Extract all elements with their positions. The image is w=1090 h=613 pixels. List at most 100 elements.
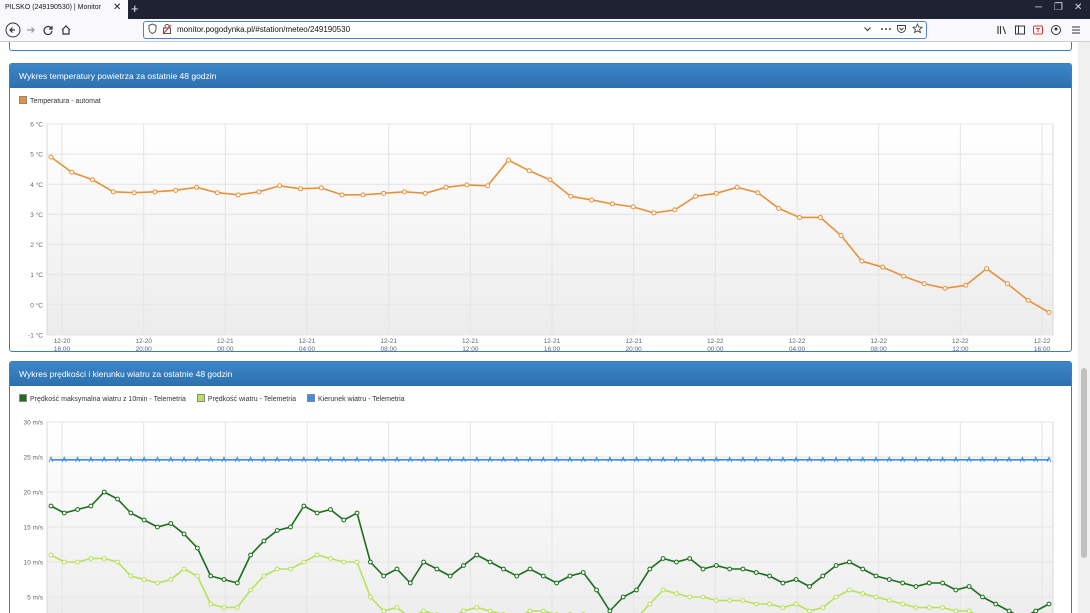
data-point	[443, 184, 449, 190]
data-point	[141, 577, 147, 582]
direction-arrow	[527, 456, 533, 463]
data-point	[567, 573, 573, 579]
direction-arrow	[500, 456, 506, 463]
panel-title: Wykres prędkości i kierunku wiatru za os…	[10, 362, 1071, 386]
direction-arrow	[740, 456, 746, 463]
library-icon[interactable]	[996, 22, 1008, 42]
page-content: Wykres temperatury powietrza za ostatnie…	[0, 42, 1078, 613]
data-point	[753, 570, 759, 575]
url-bar[interactable]: monitor.pogodynka.pl/#station/meteo/2491…	[143, 21, 927, 39]
data-point	[288, 524, 293, 530]
data-point	[926, 580, 932, 586]
temperature-chart: -1 °C0 °C1 °C2 °C3 °C4 °C5 °C6 °C12-2016…	[28, 121, 1054, 351]
new-tab-icon[interactable]: +	[131, 1, 139, 16]
data-point	[609, 201, 615, 207]
data-point	[208, 573, 214, 579]
direction-arrow	[487, 456, 493, 463]
direction-arrow	[634, 456, 639, 463]
data-point	[487, 559, 493, 565]
data-point	[298, 186, 303, 192]
data-point	[61, 559, 67, 565]
x-tick-label: 12-20	[54, 338, 71, 345]
data-point	[248, 552, 254, 558]
data-point	[1033, 608, 1039, 613]
scrollbar-thumb[interactable]	[1081, 368, 1087, 558]
legend-item[interactable]: Prędkość maksymalna wiatru z 10min - Tel…	[19, 394, 186, 403]
shield-icon[interactable]	[148, 23, 157, 37]
data-point	[1006, 608, 1012, 613]
legend-item[interactable]: Kierunek wiatru - Telemetria	[306, 394, 405, 403]
bookmark-star-icon[interactable]	[911, 22, 924, 37]
data-point	[505, 157, 511, 163]
direction-arrow	[807, 456, 812, 463]
scrollbar[interactable]	[1078, 42, 1090, 613]
direction-arrow	[128, 456, 134, 463]
legend-item[interactable]: Temperatura - automat	[19, 96, 101, 105]
data-point	[128, 573, 134, 579]
extension-icon[interactable]	[1032, 22, 1044, 42]
insecure-lock-icon[interactable]	[162, 23, 172, 37]
series-line	[50, 491, 1050, 613]
tab-active[interactable]: PILSKO (249190530) | Monitor ✕	[0, 0, 128, 19]
direction-arrow	[580, 456, 586, 463]
data-point	[401, 189, 407, 195]
legend-item[interactable]: Prędkość wiatru - Telemetria	[196, 394, 296, 403]
data-point	[221, 605, 227, 610]
back-icon[interactable]	[5, 22, 21, 42]
maximize-icon[interactable]: ❐	[1054, 2, 1063, 13]
data-point	[674, 559, 679, 565]
data-point	[713, 563, 719, 568]
data-point	[194, 184, 200, 190]
chevron-down-icon[interactable]	[863, 23, 872, 37]
direction-arrow	[980, 456, 985, 463]
data-point	[208, 601, 214, 607]
close-window-icon[interactable]: ✕	[1074, 2, 1083, 13]
direction-arrow	[115, 456, 120, 463]
data-point	[277, 183, 283, 189]
direction-arrow	[687, 456, 693, 463]
data-point	[301, 503, 307, 509]
direction-arrow	[767, 456, 773, 463]
sidebar-icon[interactable]	[1014, 22, 1026, 42]
direction-arrow	[900, 456, 906, 463]
data-point	[394, 566, 400, 572]
page-actions-icon[interactable]	[880, 23, 892, 37]
data-point	[860, 591, 866, 596]
x-tick-label: 12-21	[217, 338, 234, 345]
data-point	[288, 566, 293, 572]
x-tick-label: 16:00	[54, 346, 71, 351]
data-point	[422, 190, 428, 196]
y-tick-label: 5 °C	[30, 151, 43, 159]
data-point	[367, 559, 373, 565]
account-icon[interactable]	[1050, 22, 1062, 42]
data-point	[341, 559, 347, 565]
data-point	[110, 189, 116, 195]
data-point	[115, 496, 120, 502]
data-point	[672, 207, 678, 213]
close-tab-icon[interactable]: ✕	[113, 2, 122, 13]
data-point	[461, 608, 466, 613]
x-tick-label: 04:00	[299, 346, 316, 351]
y-tick-label: 1 °C	[30, 271, 43, 279]
reload-icon[interactable]	[42, 22, 54, 42]
direction-arrow	[1006, 456, 1012, 463]
direction-arrow	[514, 456, 520, 463]
direction-arrow	[554, 456, 560, 463]
forward-icon[interactable]	[25, 22, 37, 42]
data-point	[474, 605, 480, 610]
menu-icon[interactable]	[1070, 22, 1082, 42]
data-point	[713, 598, 719, 603]
data-point	[181, 566, 187, 572]
minimize-icon[interactable]: ─	[1035, 2, 1043, 13]
direction-arrow	[327, 456, 333, 463]
data-point	[651, 210, 657, 216]
data-point	[727, 566, 733, 572]
direction-arrow	[421, 456, 427, 463]
data-point	[248, 587, 254, 593]
data-point	[381, 608, 387, 613]
direction-arrow	[820, 456, 826, 463]
data-point	[886, 577, 892, 582]
home-icon[interactable]	[60, 22, 72, 42]
pocket-icon[interactable]	[896, 23, 907, 37]
data-point	[900, 601, 906, 607]
